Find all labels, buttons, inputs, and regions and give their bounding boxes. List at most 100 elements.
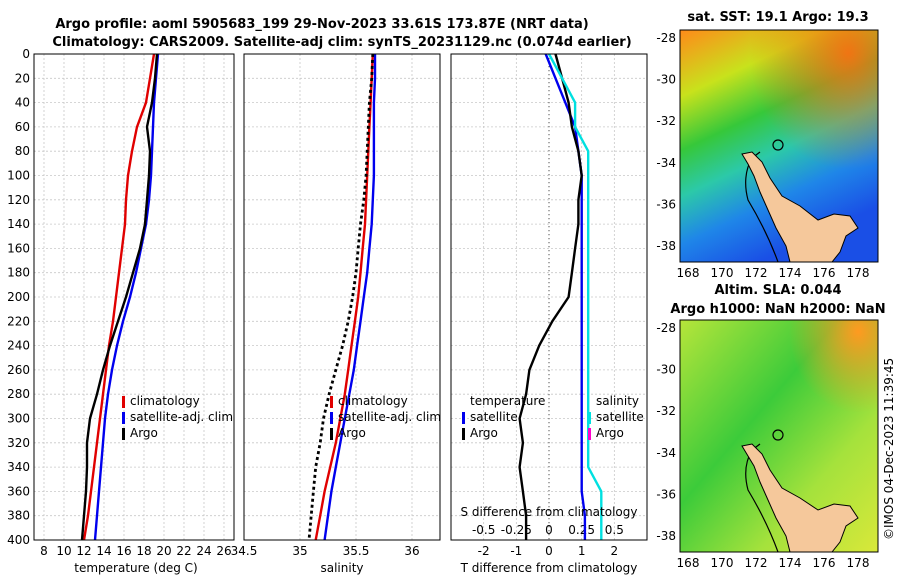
x2-tick-label: -0.5 bbox=[472, 523, 495, 537]
map-frame bbox=[679, 29, 879, 263]
legend-sal-argo-label: Argo bbox=[596, 426, 624, 440]
series-line-satellite-adj-clim bbox=[93, 53, 160, 541]
x-tick-label: 18 bbox=[136, 544, 151, 558]
legend-climatology-label: climatology bbox=[130, 394, 200, 408]
legend-temp-satellite-swatch bbox=[462, 412, 465, 424]
x-tick-label: 36 bbox=[404, 544, 419, 558]
legend-salinity-title: salinity bbox=[596, 394, 639, 408]
difference-xlabel2: S difference from climatology bbox=[461, 505, 638, 519]
x-tick-label: -1 bbox=[510, 544, 522, 558]
lat-tick-label: -28 bbox=[656, 31, 676, 45]
lat-tick-label: -30 bbox=[656, 363, 676, 377]
x-tick-label: 24 bbox=[196, 544, 211, 558]
y-tick-label: 200 bbox=[7, 290, 30, 304]
panel-frame bbox=[450, 53, 648, 541]
x-tick-label: 10 bbox=[56, 544, 71, 558]
lat-tick-label: -34 bbox=[656, 446, 676, 460]
salinity-xlabel: salinity bbox=[320, 561, 363, 575]
temperature-legend: climatology satellite-adj. clim Argo bbox=[122, 394, 233, 440]
lat-tick-label: -36 bbox=[656, 487, 676, 501]
argo-float-marker bbox=[772, 429, 784, 441]
legend-argo-label: Argo bbox=[338, 426, 366, 440]
y-tick-label: 0 bbox=[22, 47, 30, 61]
legend-climatology-swatch bbox=[122, 396, 125, 408]
series-line-satellite-adj-clim bbox=[323, 54, 377, 541]
sla-map-title2: Argo h1000: NaN h2000: NaN bbox=[670, 302, 885, 317]
sst-land bbox=[741, 151, 859, 263]
y-tick-label: 120 bbox=[7, 193, 30, 207]
lon-tick-label: 174 bbox=[779, 266, 802, 280]
lon-tick-label: 178 bbox=[847, 556, 870, 570]
lon-tick-label: 176 bbox=[813, 556, 836, 570]
sla-map-title1: Altim. SLA: 0.044 bbox=[715, 283, 842, 298]
y-tick-label: 160 bbox=[7, 241, 30, 255]
x2-tick-label: 0.5 bbox=[605, 523, 624, 537]
lon-tick-label: 172 bbox=[745, 266, 768, 280]
salinity-panel: 34.5 35 35.5 36 bbox=[231, 53, 441, 558]
series-line-climatology bbox=[314, 53, 374, 541]
panel-frame bbox=[33, 53, 235, 541]
y-tick-label: 220 bbox=[7, 314, 30, 328]
x-tick-label: 12 bbox=[76, 544, 91, 558]
y-tick-label: 280 bbox=[7, 387, 30, 401]
y-tick-label: 240 bbox=[7, 339, 30, 353]
temperature-panel: 8 10 12 14 16 18 20 22 24 26020406080100120140160… bbox=[7, 47, 235, 558]
x-tick-label: 1 bbox=[578, 544, 586, 558]
legend-temperature-title: temperature bbox=[470, 394, 545, 408]
lat-tick-label: -28 bbox=[656, 321, 676, 335]
legend-temp-argo-label: Argo bbox=[470, 426, 498, 440]
sla-map: Altim. SLA: 0.044 Argo h1000: NaN h2000:… bbox=[670, 283, 886, 553]
legend-satellite-label: satellite-adj. clim bbox=[338, 410, 441, 424]
sst-map-title: sat. SST: 19.1 Argo: 19.3 bbox=[687, 10, 868, 25]
lat-tick-label: -32 bbox=[656, 114, 676, 128]
series-line-temperature-argo bbox=[518, 53, 583, 540]
lat-tick-label: -34 bbox=[656, 156, 676, 170]
legend-sal-argo-swatch bbox=[588, 428, 591, 440]
legend-climatology-swatch bbox=[330, 396, 333, 408]
y-tick-label: 60 bbox=[15, 120, 30, 134]
y-tick-label: 340 bbox=[7, 460, 30, 474]
legend-satellite-swatch bbox=[122, 412, 125, 424]
lon-tick-label: 178 bbox=[847, 266, 870, 280]
legend-temp-argo-swatch bbox=[462, 428, 465, 440]
x2-tick-label: 0.25 bbox=[568, 523, 595, 537]
lon-tick-label: 176 bbox=[813, 266, 836, 280]
legend-climatology-label: climatology bbox=[338, 394, 408, 408]
y-tick-label: 380 bbox=[7, 509, 30, 523]
x-tick-label: 8 bbox=[40, 544, 48, 558]
series-line-climatology bbox=[82, 53, 156, 541]
difference-panel: -2 -1 0 1 2 -0.5 -0.25 0 0.25 0.5 bbox=[450, 53, 648, 558]
legend-sal-satellite-swatch bbox=[588, 412, 591, 424]
x-tick-label: 2 bbox=[611, 544, 619, 558]
series-line-temperature-satellite bbox=[544, 53, 587, 540]
lat-tick-label: -30 bbox=[656, 73, 676, 87]
y-tick-label: 360 bbox=[7, 484, 30, 498]
x2-tick-label: 0 bbox=[545, 523, 553, 537]
difference-xlabel: T difference from climatology bbox=[460, 561, 638, 575]
y-tick-label: 100 bbox=[7, 169, 30, 183]
y-tick-label: 20 bbox=[15, 71, 30, 85]
difference-legend: temperature satellite Argo salinity sate… bbox=[462, 394, 644, 440]
header-line1: Argo profile: aoml 5905683_199 29-Nov-20… bbox=[55, 17, 588, 32]
lat-tick-label: -38 bbox=[656, 239, 676, 253]
lon-tick-label: 168 bbox=[677, 556, 700, 570]
lon-tick-label: 170 bbox=[711, 556, 734, 570]
legend-sal-satellite-label: satellite bbox=[596, 410, 644, 424]
lon-tick-label: 168 bbox=[677, 266, 700, 280]
lat-tick-label: -32 bbox=[656, 404, 676, 418]
x-tick-label: 35 bbox=[292, 544, 307, 558]
legend-satellite-swatch bbox=[330, 412, 333, 424]
legend-argo-label: Argo bbox=[130, 426, 158, 440]
y-tick-label: 320 bbox=[7, 436, 30, 450]
lon-tick-label: 174 bbox=[779, 556, 802, 570]
lat-tick-label: -36 bbox=[656, 197, 676, 211]
sla-land bbox=[741, 443, 859, 553]
lon-tick-label: 172 bbox=[745, 556, 768, 570]
y-tick-label: 140 bbox=[7, 217, 30, 231]
panel-frame bbox=[243, 53, 441, 541]
y-tick-label: 300 bbox=[7, 412, 30, 426]
header-line2: Climatology: CARS2009. Satellite-adj cli… bbox=[52, 35, 631, 50]
x-tick-label: 16 bbox=[116, 544, 131, 558]
lat-tick-label: -38 bbox=[656, 529, 676, 543]
